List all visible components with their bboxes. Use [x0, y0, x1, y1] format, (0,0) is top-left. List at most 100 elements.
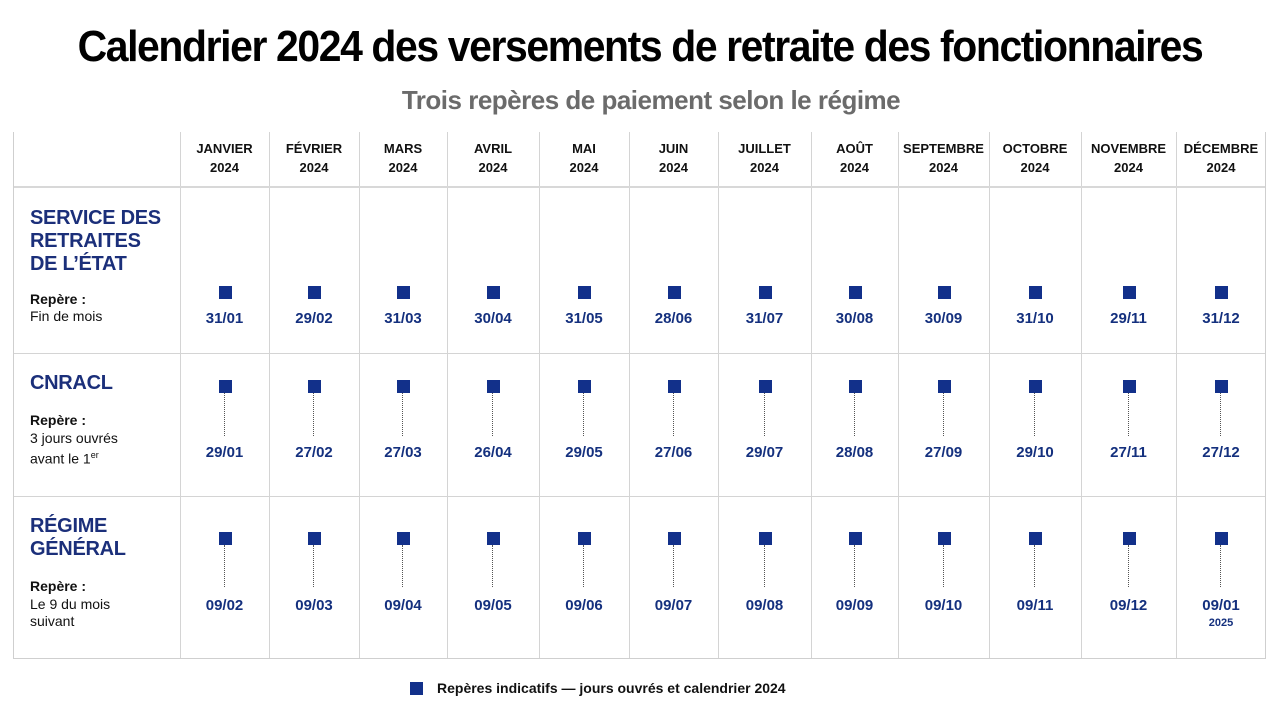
payment-date: 09/05	[474, 597, 512, 614]
month-header: DÉCEMBRE 2024	[1176, 139, 1266, 177]
legend: Repères indicatifs — jours ouvrés et cal…	[410, 678, 786, 698]
payment-date: 09/09	[835, 597, 874, 614]
payment-date: 29/05	[565, 444, 603, 461]
repere-line: suivant	[30, 613, 110, 630]
month-name: SEPTEMBRE	[903, 141, 984, 156]
grid-row-divider	[14, 496, 1265, 497]
dotted-connector	[1127, 393, 1129, 436]
dotted-connector	[492, 545, 493, 587]
grid-column-divider	[359, 132, 360, 658]
month-header: FÉVRIER 2024	[269, 139, 359, 177]
grid-row-divider	[14, 186, 1265, 188]
payment-date: 31/01	[205, 310, 244, 327]
payment-date: 28/06	[654, 310, 693, 327]
payment-marker-icon	[1029, 286, 1042, 299]
payment-date: 26/04	[474, 444, 512, 461]
payment-date: 28/08	[835, 444, 874, 461]
payment-date: 09/04	[384, 597, 422, 614]
dotted-connector	[313, 393, 314, 436]
grid-column-divider	[447, 132, 448, 658]
month-year: 2024	[569, 160, 599, 175]
grid-column-divider	[539, 132, 540, 658]
repere-description: 3 jours ouvrés avant le 1er	[30, 430, 118, 468]
month-header: MARS 2024	[359, 139, 447, 177]
repere-line-text: suivant	[30, 613, 75, 629]
dotted-connector	[853, 545, 855, 587]
month-year: 2024	[299, 160, 329, 175]
payment-date: 09/10	[924, 597, 963, 614]
grid-column-divider	[989, 132, 990, 658]
payment-marker-icon	[397, 286, 410, 299]
payment-date: 09/11	[1016, 597, 1054, 614]
regime-name: SERVICE DES RETRAITES DE L’ÉTAT	[30, 207, 161, 276]
regime-name-line: DE L’ÉTAT	[30, 253, 127, 275]
grid-row-divider	[14, 353, 1265, 354]
repere-line-text: 3 jours ouvrés	[30, 430, 118, 446]
month-name: DÉCEMBRE	[1183, 141, 1259, 156]
repere-line-text: Le 9 du mois	[30, 596, 111, 612]
grid-column-divider	[629, 132, 630, 658]
month-year: 2024	[750, 160, 779, 175]
month-year: 2024	[210, 160, 239, 175]
dotted-connector	[402, 393, 403, 436]
payment-date: 27/02	[295, 444, 333, 461]
month-year: 2024	[840, 160, 869, 175]
dotted-connector	[672, 393, 674, 436]
dotted-connector	[313, 545, 314, 587]
payment-date: 30/09	[924, 310, 963, 327]
payment-marker-icon	[758, 380, 772, 393]
calendar-table: JANVIER 2024 FÉVRIER 2024 MARS 2024 AVRIL 2024 M…	[13, 132, 1266, 659]
payment-date: 09/01	[1202, 597, 1240, 614]
legend-marker-icon	[410, 681, 423, 695]
payment-marker-icon	[667, 380, 681, 393]
payment-date: 31/12	[1202, 310, 1240, 327]
regime-name: RÉGIME GÉNÉRAL	[30, 515, 126, 561]
payment-date: 27/03	[384, 444, 422, 461]
repere-label: Repère :	[30, 291, 87, 307]
repere-superscript: er	[90, 450, 99, 460]
payment-date: 27/06	[654, 444, 693, 461]
dotted-connector	[763, 545, 765, 587]
payment-marker-icon	[578, 532, 591, 545]
dotted-connector	[492, 393, 493, 436]
repere-line-text: avant le 1	[30, 450, 91, 467]
payment-date: 09/08	[745, 597, 784, 614]
month-header: JANVIER 2024	[180, 139, 269, 177]
payment-date: 09/02	[205, 597, 244, 614]
dotted-connector	[223, 393, 225, 436]
payment-marker-icon	[1215, 532, 1228, 545]
payment-marker-icon	[758, 286, 772, 299]
payment-marker-icon	[578, 286, 591, 299]
payment-marker-icon	[487, 286, 500, 299]
payment-year-note: 2025	[1208, 617, 1234, 629]
repere-label: Repère :	[30, 412, 87, 428]
dotted-connector	[223, 545, 225, 587]
month-year: 2024	[388, 160, 418, 175]
repere-label: Repère :	[30, 578, 87, 594]
payment-date: 27/09	[924, 444, 963, 461]
page-subtitle: Trois repères de paiement selon le régim…	[401, 85, 901, 115]
legend-text: Repères indicatifs — jours ouvrés et cal…	[437, 680, 786, 696]
payment-date: 30/08	[835, 310, 874, 327]
regime-name-line: GÉNÉRAL	[30, 538, 126, 560]
payment-date: 31/07	[745, 310, 784, 327]
payment-date: 09/03	[295, 597, 333, 614]
payment-marker-icon	[1215, 380, 1228, 393]
month-year: 2024	[1020, 160, 1050, 175]
payment-date: 27/12	[1202, 444, 1240, 461]
repere-description: Le 9 du mois suivant	[30, 596, 110, 630]
month-name: AOÛT	[836, 141, 873, 156]
payment-marker-icon	[1122, 286, 1136, 299]
payment-date: 09/06	[565, 597, 603, 614]
payment-date: 29/11	[1110, 310, 1147, 327]
repere-line: 3 jours ouvrés	[30, 430, 118, 447]
month-year: 2024	[478, 160, 508, 175]
dotted-connector	[853, 393, 855, 436]
month-header: AVRIL 2024	[447, 139, 539, 177]
payment-marker-icon	[1215, 286, 1228, 299]
payment-marker-icon	[397, 532, 410, 545]
page-title: Calendrier 2024 des versements de retrai…	[77, 22, 1204, 71]
payment-marker-icon	[848, 286, 862, 299]
payment-marker-icon	[848, 380, 862, 393]
month-name: NOVEMBRE	[1090, 141, 1167, 156]
